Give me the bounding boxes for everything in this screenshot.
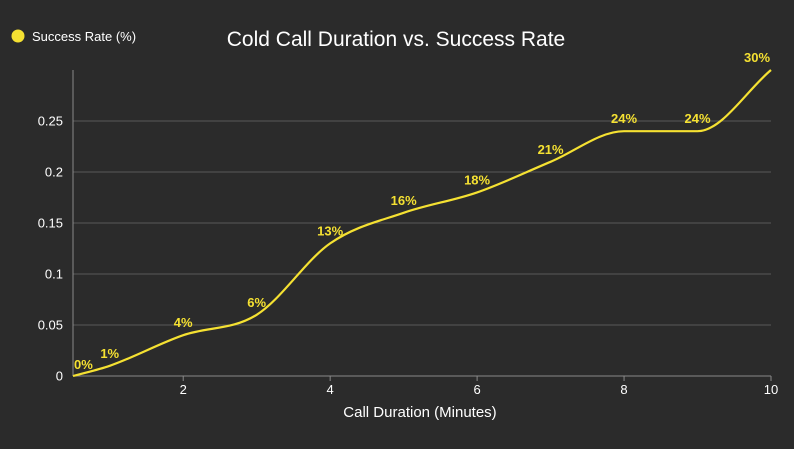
data-label: 18% [464, 172, 490, 187]
x-tick-label: 2 [180, 382, 187, 397]
y-tick-label: 0.25 [38, 114, 63, 129]
data-label: 0% [74, 357, 93, 372]
data-label: 16% [391, 193, 417, 208]
x-tick-label: 8 [620, 382, 627, 397]
data-label: 4% [174, 315, 193, 330]
data-label: 13% [317, 223, 343, 238]
series-line [72, 69, 772, 378]
y-tick-label: 0.05 [38, 318, 63, 333]
y-tick-label: 0.2 [45, 165, 63, 180]
data-label: 1% [100, 346, 119, 361]
grid-lines [73, 120, 771, 326]
legend-marker [11, 29, 25, 43]
legend-label: Success Rate (%) [32, 29, 136, 44]
series-lines [72, 69, 772, 378]
y-tick-label: 0.1 [45, 267, 63, 282]
axes: 0 0.05 0.1 0.15 0.2 0.25 2 4 6 8 10 [38, 70, 778, 397]
data-label: 6% [247, 295, 266, 310]
x-tick-label: 6 [473, 382, 480, 397]
y-tick-label: 0 [56, 369, 63, 384]
data-label: 30% [744, 50, 770, 65]
chart-title: Cold Call Duration vs. Success Rate [227, 28, 565, 51]
x-axis-label: Call Duration (Minutes) [343, 404, 496, 421]
x-tick-label: 10 [764, 382, 778, 397]
legend[interactable]: Success Rate (%) [11, 29, 137, 44]
data-label: 24% [611, 111, 637, 126]
data-labels: 0% 1% 4% 6% 13% 16% 18% 21% 24% 24% 30% [74, 50, 770, 372]
x-tick-label: 4 [327, 382, 334, 397]
data-label: 21% [538, 142, 564, 157]
y-tick-label: 0.15 [38, 216, 63, 231]
data-label: 24% [685, 111, 711, 126]
